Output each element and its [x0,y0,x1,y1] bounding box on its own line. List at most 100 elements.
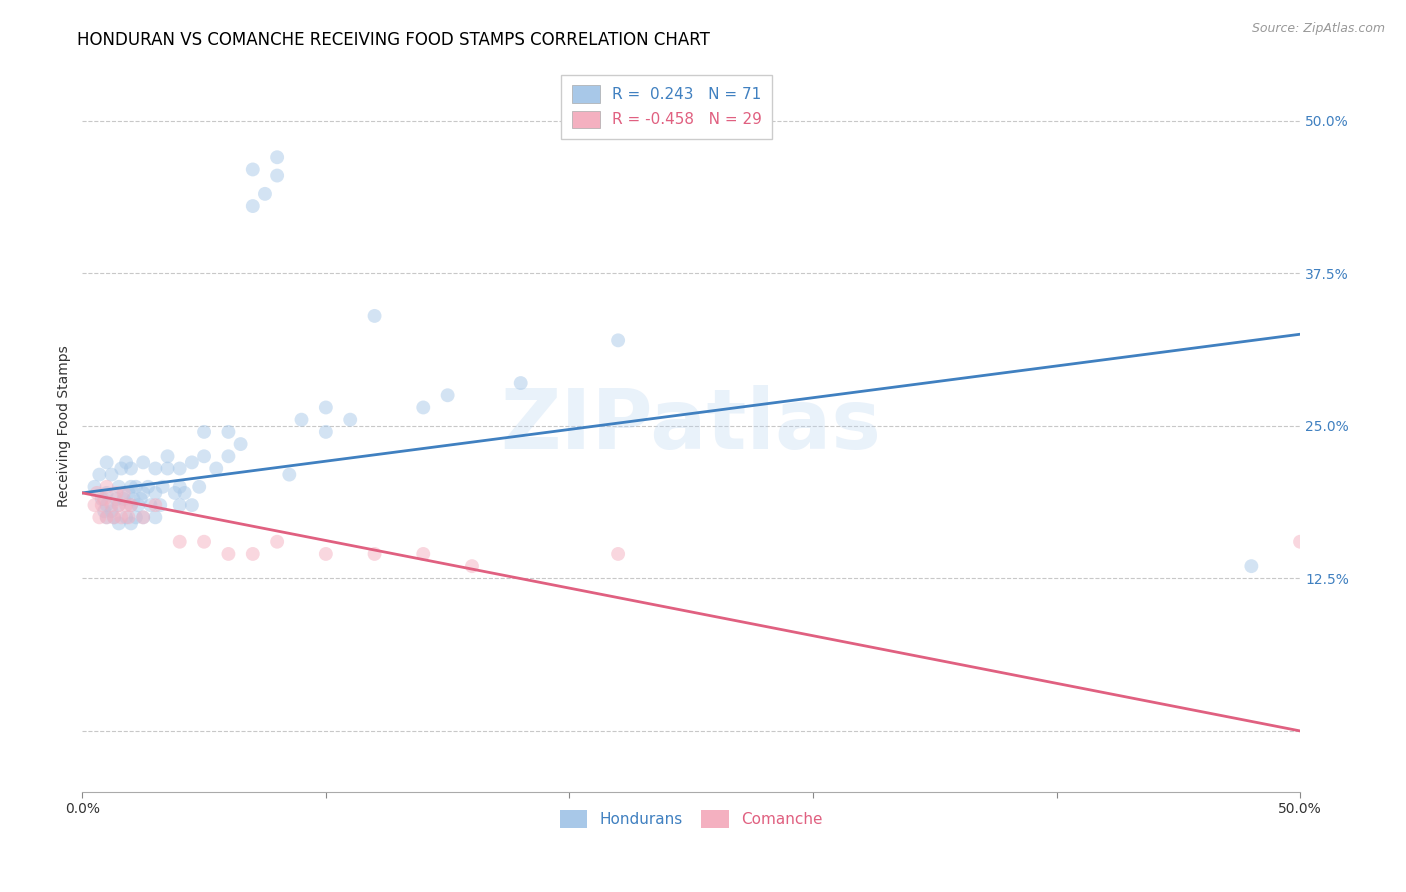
Point [1289,534,1312,549]
Point [266,150,288,164]
Point [132,455,155,469]
Point [217,547,239,561]
Point [115,455,138,469]
Point [105,486,128,500]
Point [180,455,202,469]
Point [93,504,115,518]
Y-axis label: Receiving Food Stamps: Receiving Food Stamps [58,345,72,507]
Point [110,461,132,475]
Point [100,498,122,512]
Point [115,510,138,524]
Point [120,498,142,512]
Point [412,401,434,415]
Point [205,461,228,475]
Point [108,480,131,494]
Point [143,498,166,512]
Point [156,461,179,475]
Point [412,547,434,561]
Point [108,498,131,512]
Point [120,461,142,475]
Point [108,498,131,512]
Point [122,491,145,506]
Point [90,491,112,506]
Point [149,498,172,512]
Point [509,376,531,390]
Point [339,412,361,426]
Point [143,486,166,500]
Point [436,388,458,402]
Point [290,412,312,426]
Point [229,437,252,451]
Point [96,455,118,469]
Point [96,480,118,494]
Point [132,510,155,524]
Point [103,510,125,524]
Point [315,425,337,439]
Point [96,510,118,524]
Point [169,461,191,475]
Point [132,486,155,500]
Point [363,309,385,323]
Point [83,480,105,494]
Point [156,450,179,464]
Point [143,510,166,524]
Point [103,510,125,524]
Point [132,510,155,524]
Point [607,547,630,561]
Point [253,186,276,201]
Point [217,450,239,464]
Point [110,510,132,524]
Point [266,534,288,549]
Point [139,498,162,512]
Text: Source: ZipAtlas.com: Source: ZipAtlas.com [1251,22,1385,36]
Point [180,498,202,512]
Point [169,480,191,494]
Point [169,498,191,512]
Point [90,498,112,512]
Point [112,486,135,500]
Point [120,516,142,531]
Point [117,486,139,500]
Point [117,510,139,524]
Point [129,491,152,506]
Point [83,498,105,512]
Point [163,486,186,500]
Point [315,401,337,415]
Point [169,534,191,549]
Point [89,467,111,482]
Legend: Hondurans, Comanche: Hondurans, Comanche [553,803,830,836]
Point [363,547,385,561]
Point [93,491,115,506]
Point [115,498,138,512]
Point [136,480,159,494]
Point [173,486,195,500]
Point [100,467,122,482]
Text: HONDURAN VS COMANCHE RECEIVING FOOD STAMPS CORRELATION CHART: HONDURAN VS COMANCHE RECEIVING FOOD STAM… [77,31,710,49]
Point [120,498,142,512]
Point [96,498,118,512]
Point [108,516,131,531]
Point [217,425,239,439]
Point [266,169,288,183]
Point [242,162,264,177]
Point [96,510,118,524]
Point [127,498,149,512]
Point [125,480,148,494]
Point [105,491,128,506]
Point [86,486,108,500]
Point [607,334,630,348]
Point [120,480,142,494]
Point [112,491,135,506]
Point [152,480,174,494]
Point [188,480,211,494]
Point [278,467,301,482]
Point [125,510,148,524]
Point [242,199,264,213]
Point [461,559,484,574]
Point [100,504,122,518]
Point [96,486,118,500]
Point [89,510,111,524]
Text: ZIPatlas: ZIPatlas [501,385,882,467]
Point [1240,559,1263,574]
Point [315,547,337,561]
